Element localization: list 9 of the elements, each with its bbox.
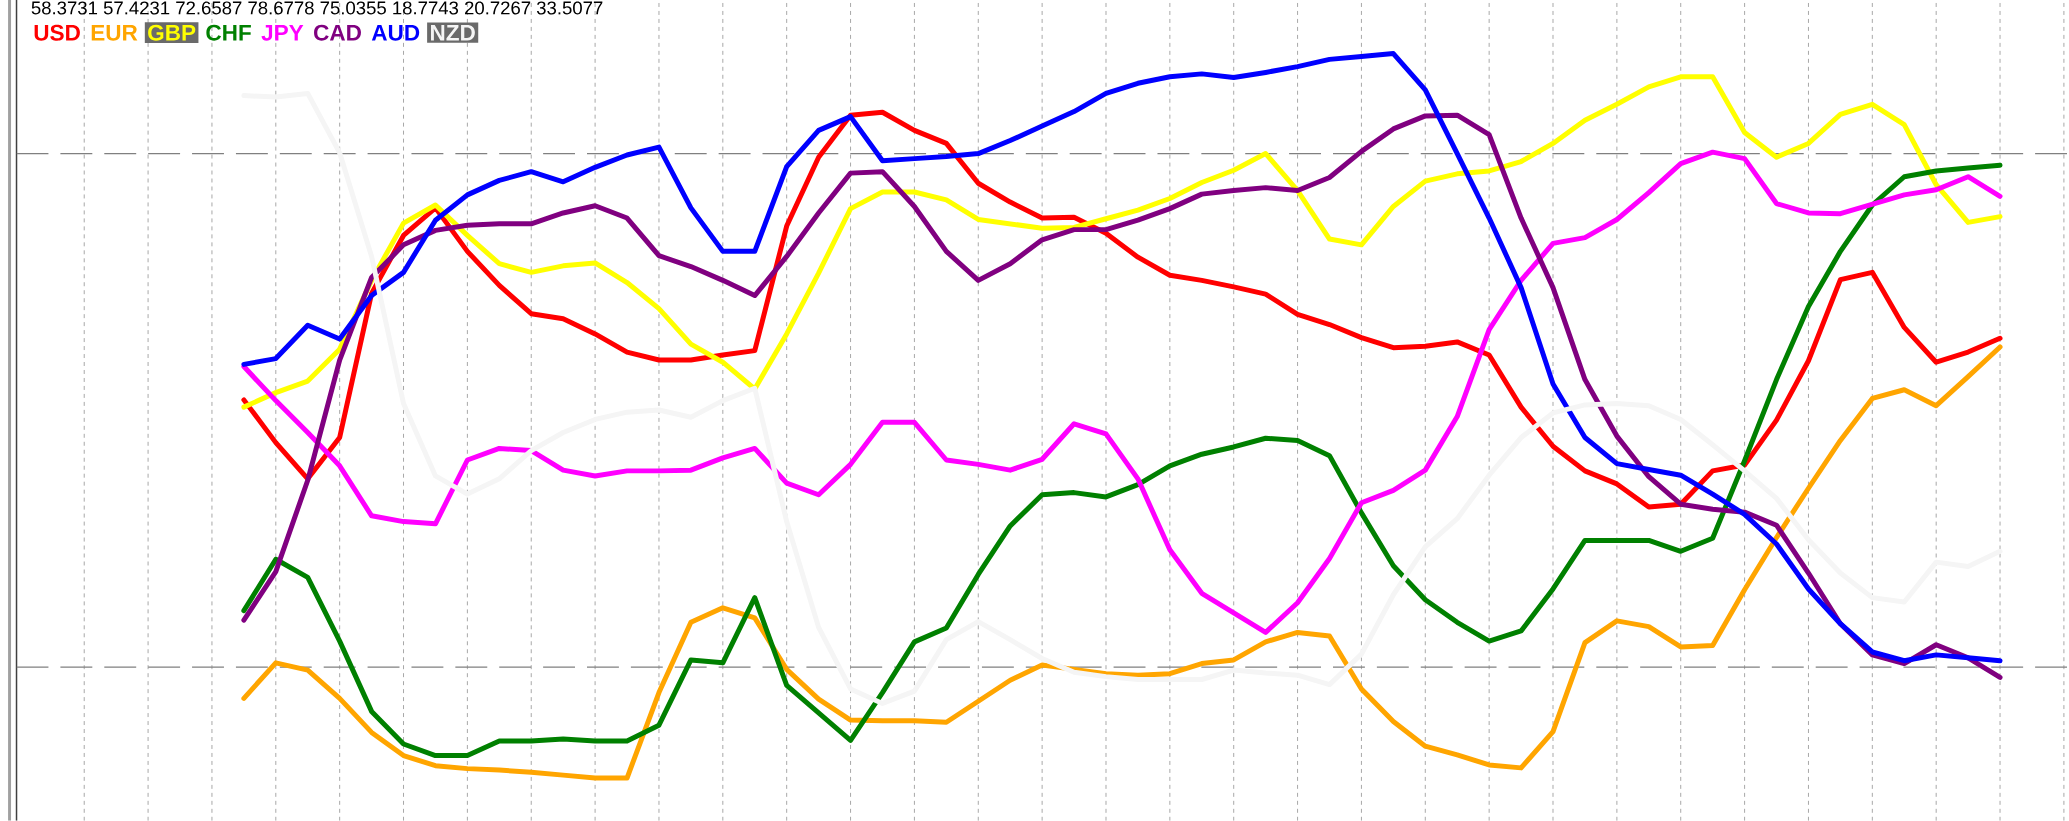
text: CAD	[314, 24, 361, 41]
text: 58.3731 57.4231 72.6587 78.6778 75.0355 18.7743 20.7267 33.5077	[31, 1, 603, 15]
text: NZD	[431, 25, 475, 41]
text: USD	[34, 24, 80, 41]
text: JPY	[261, 25, 304, 41]
text: CHF	[206, 24, 251, 41]
text: EUR	[91, 25, 138, 41]
text: GBP	[148, 24, 196, 41]
text: AUD	[371, 25, 420, 41]
